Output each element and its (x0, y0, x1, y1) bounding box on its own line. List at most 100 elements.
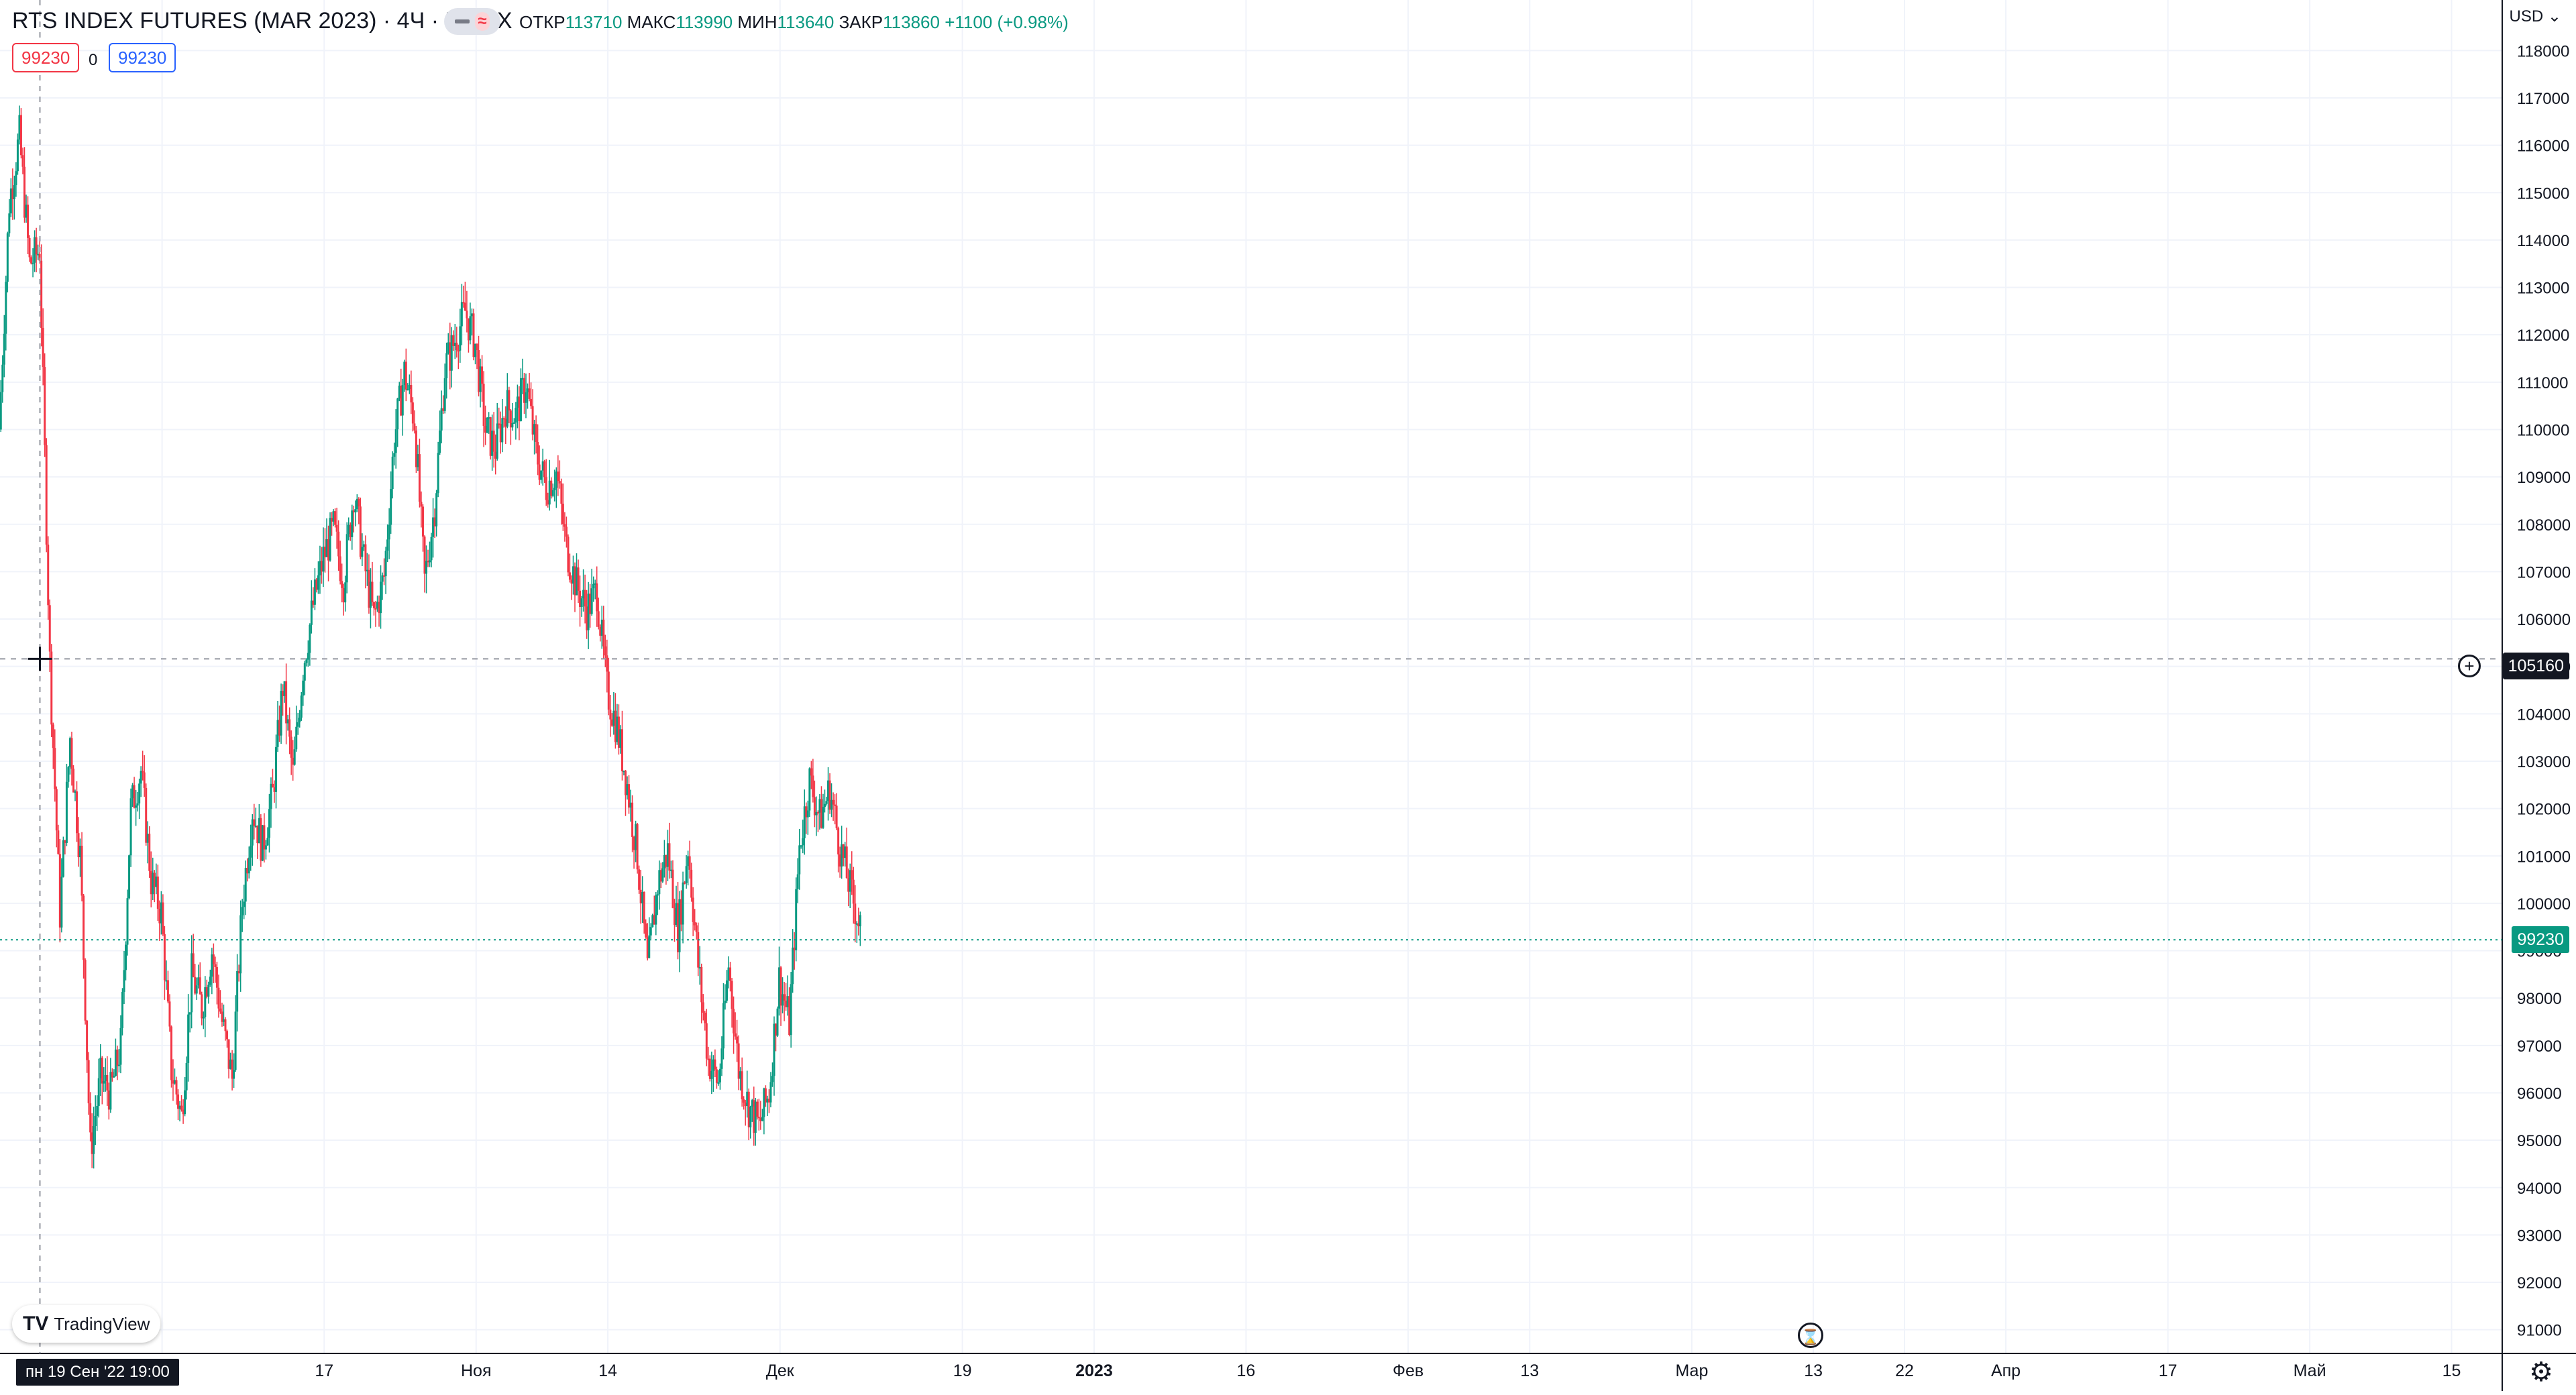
candle-body (744, 1103, 747, 1107)
candle-body (435, 493, 438, 526)
candle-body (126, 898, 129, 945)
candle-body (307, 653, 309, 660)
candle-body (329, 518, 331, 561)
candle-body (192, 953, 195, 977)
candle-body (128, 855, 131, 899)
candle-body (383, 575, 386, 577)
time-axis[interactable]: Окт17Ноя14Дек19202316Фев13Мар1322Апр17Ма… (148, 1361, 2461, 1380)
candle-body (347, 524, 350, 535)
candle-body (391, 456, 394, 490)
candle-body (565, 526, 568, 537)
candle-body (443, 378, 446, 411)
candle-body (378, 602, 380, 614)
candle-body (384, 551, 387, 577)
candle-body (27, 205, 30, 238)
candle-body (700, 966, 703, 1003)
candle-body (429, 560, 431, 563)
candle-body (470, 313, 473, 317)
candle-body (94, 1115, 97, 1126)
buy-price-badge[interactable]: 99230 (109, 43, 176, 72)
candle-body (736, 1036, 739, 1044)
price-axis[interactable]: 118000 117000 116000 115000 114000 113000 1120… (2517, 42, 2571, 1339)
candle-body (358, 498, 360, 507)
candle-body (832, 799, 835, 805)
candle-body (645, 923, 647, 938)
candle-body (766, 1099, 769, 1103)
candle-body (58, 854, 61, 928)
candle-body (825, 801, 828, 804)
currency-menu[interactable]: USD ⌄ (2510, 7, 2561, 26)
candle-body (258, 818, 260, 844)
candle-body (138, 783, 141, 803)
candle-body (481, 366, 484, 384)
candle-body (278, 720, 281, 736)
plus-circle-icon[interactable]: + (2458, 655, 2481, 677)
candle-body (178, 1105, 181, 1109)
candle-body (628, 784, 631, 808)
candle-body (309, 624, 311, 653)
y-tick-label: 108000 (2517, 516, 2571, 535)
candle-body (857, 923, 860, 927)
candle-body (508, 390, 511, 411)
candle-body (786, 996, 789, 1007)
candle-body (589, 594, 592, 614)
y-tick-label: 118000 (2517, 42, 2569, 60)
candle-body (312, 600, 315, 605)
candle-body (101, 1058, 103, 1084)
candle-body (663, 854, 665, 869)
candle-body (636, 824, 639, 870)
symbol-title[interactable]: RTS INDEX FUTURES (MAR 2023) · 4Ч · MOEX (12, 8, 513, 34)
candle-body (607, 671, 610, 710)
candle-body (236, 970, 239, 1012)
y-tick-label: 106000 (2517, 611, 2571, 629)
candle-body (403, 361, 406, 386)
candle-body (180, 1105, 183, 1110)
tv-logo-text: TradingView (54, 1313, 150, 1334)
candle-body (55, 789, 58, 831)
candle-body (86, 1020, 89, 1060)
sell-price-badge[interactable]: 99230 (12, 43, 80, 72)
y-tick-label: 112000 (2517, 327, 2569, 345)
candle-body (335, 524, 338, 532)
candle-body (543, 461, 546, 478)
candle-body (143, 772, 146, 788)
candle-body (273, 787, 276, 792)
candle-body (715, 1069, 718, 1083)
tradingview-logo[interactable]: TV TradingView (12, 1305, 161, 1343)
candle-body (256, 826, 259, 844)
candle-body (243, 901, 246, 907)
candle-body (146, 834, 149, 843)
hourglass-icon[interactable]: ⌛ (1798, 1323, 1823, 1348)
candle-body (64, 840, 66, 843)
candle-body (561, 504, 564, 524)
candle-body (260, 818, 262, 861)
candle-body (250, 845, 252, 858)
candle-body (767, 1099, 770, 1103)
chart-compare-toggle[interactable]: ≈ (444, 8, 500, 35)
candle-body (727, 967, 730, 981)
crosshair-price-label: 105160 (2502, 653, 2569, 679)
candle-body (339, 556, 341, 581)
candle-body (557, 471, 559, 482)
candle-body (302, 680, 305, 696)
candle-body (313, 579, 316, 605)
candle-body (237, 970, 240, 974)
candle-body (783, 994, 786, 1001)
candle-body (800, 845, 802, 847)
candle-body (158, 908, 161, 924)
candle-body (417, 454, 419, 467)
candle-body (219, 1008, 221, 1012)
candle-body (415, 430, 417, 467)
candle-body (16, 140, 19, 172)
candle-body (828, 780, 831, 810)
candle-body (266, 838, 269, 846)
candle-body (381, 575, 384, 582)
candle-body (283, 681, 286, 696)
candle-body (649, 927, 652, 936)
candle-body (393, 453, 396, 457)
candle-body (599, 626, 602, 636)
candle-body (21, 155, 24, 167)
gear-icon[interactable]: ⚙ (2529, 1357, 2553, 1387)
candle-body (337, 531, 340, 557)
